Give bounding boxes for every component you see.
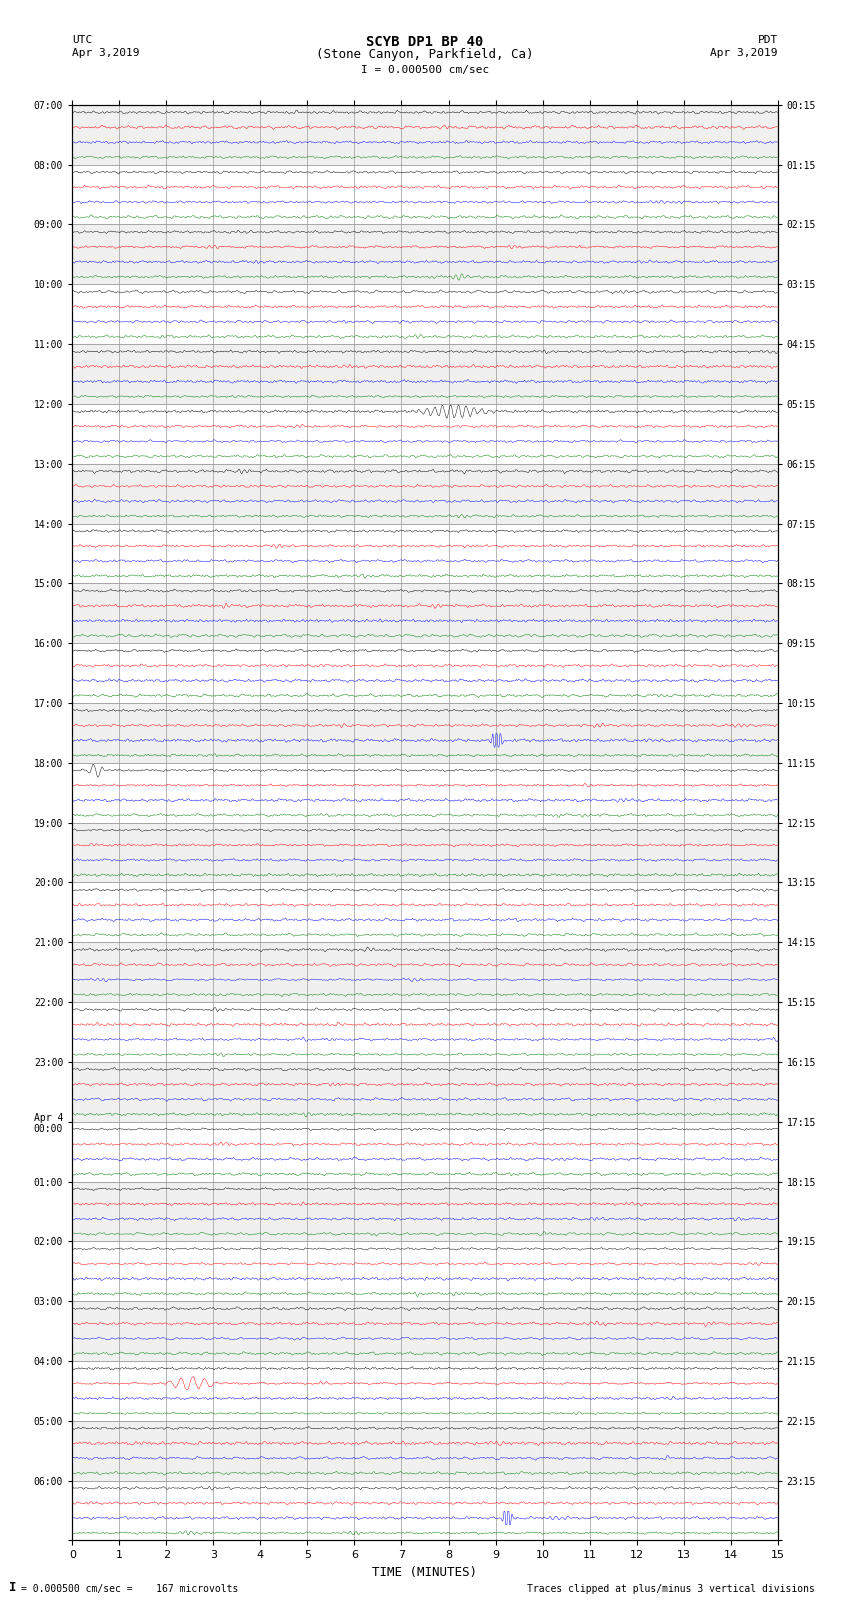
Bar	[72, 344, 778, 403]
Bar	[72, 403, 778, 465]
X-axis label: TIME (MINUTES): TIME (MINUTES)	[372, 1566, 478, 1579]
Bar	[72, 1302, 778, 1361]
Bar	[72, 1121, 778, 1181]
Bar	[72, 703, 778, 763]
Bar	[72, 105, 778, 165]
Text: Apr 3,2019: Apr 3,2019	[72, 48, 139, 58]
Text: UTC: UTC	[72, 35, 93, 45]
Text: = 0.000500 cm/sec =    167 microvolts: = 0.000500 cm/sec = 167 microvolts	[21, 1584, 239, 1594]
Bar	[72, 882, 778, 942]
Bar	[72, 763, 778, 823]
Bar	[72, 942, 778, 1002]
Bar	[72, 1181, 778, 1242]
Text: (Stone Canyon, Parkfield, Ca): (Stone Canyon, Parkfield, Ca)	[316, 48, 534, 61]
Text: Apr 3,2019: Apr 3,2019	[711, 48, 778, 58]
Bar	[72, 224, 778, 284]
Bar	[72, 1242, 778, 1302]
Text: PDT: PDT	[757, 35, 778, 45]
Bar	[72, 1361, 778, 1421]
Text: SCYB DP1 BP 40: SCYB DP1 BP 40	[366, 35, 484, 50]
Bar	[72, 1481, 778, 1540]
Bar	[72, 823, 778, 882]
Text: I: I	[8, 1581, 16, 1594]
Bar	[72, 284, 778, 344]
Bar	[72, 1421, 778, 1481]
Bar	[72, 1061, 778, 1121]
Text: Traces clipped at plus/minus 3 vertical divisions: Traces clipped at plus/minus 3 vertical …	[527, 1584, 815, 1594]
Bar	[72, 465, 778, 524]
Bar	[72, 165, 778, 224]
Text: I = 0.000500 cm/sec: I = 0.000500 cm/sec	[361, 65, 489, 74]
Bar	[72, 1002, 778, 1061]
Bar	[72, 524, 778, 584]
Bar	[72, 644, 778, 703]
Bar	[72, 584, 778, 644]
